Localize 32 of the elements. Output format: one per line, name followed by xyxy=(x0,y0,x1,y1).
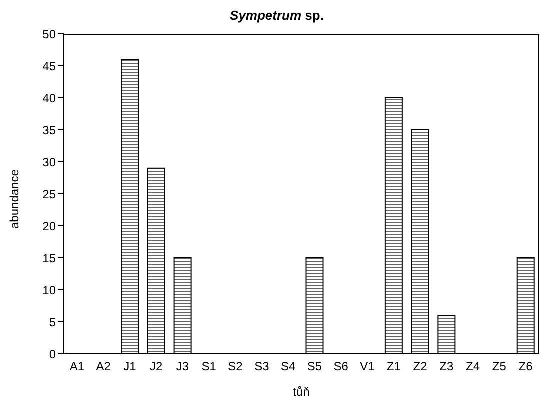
x-tick-label: Z2 xyxy=(413,360,428,374)
y-tick-label: 35 xyxy=(42,123,56,138)
x-tick-label: J2 xyxy=(150,360,164,374)
x-tick-label: A1 xyxy=(70,360,85,374)
x-tick-label: S6 xyxy=(334,360,349,374)
x-tick-label: S3 xyxy=(254,360,270,374)
y-tick-label: 20 xyxy=(42,219,56,234)
x-axis-title: tůň xyxy=(293,385,310,399)
x-tick-label: Z5 xyxy=(492,360,507,374)
y-axis-title: abundance xyxy=(7,169,22,229)
x-tick-label: J1 xyxy=(124,360,137,374)
y-tick-label: 0 xyxy=(49,347,56,362)
y-tick-label: 5 xyxy=(49,315,56,330)
y-tick-label: 25 xyxy=(42,187,56,202)
x-tick-label: A2 xyxy=(96,360,112,374)
y-tick-label: 40 xyxy=(42,91,56,106)
y-tick-label: 50 xyxy=(42,27,56,42)
x-tick-label: V1 xyxy=(360,360,376,374)
y-tick-label: 30 xyxy=(42,155,56,170)
x-tick-label: Z6 xyxy=(518,360,534,374)
chart-title: Sympetrum sp. xyxy=(229,8,325,23)
x-tick-label: Z1 xyxy=(386,360,402,374)
y-tick-label: 45 xyxy=(42,59,56,74)
x-tick-label: Z4 xyxy=(466,360,480,374)
x-tick-label: J3 xyxy=(176,360,190,374)
x-tick-label: Z3 xyxy=(440,360,454,374)
x-tick-label: S1 xyxy=(202,360,217,374)
x-tick-label: S5 xyxy=(307,360,322,374)
x-tick-label: S2 xyxy=(228,360,244,374)
y-tick-label: 10 xyxy=(42,283,56,298)
y-tick-label: 15 xyxy=(42,251,56,266)
x-tick-label: S4 xyxy=(280,360,296,374)
